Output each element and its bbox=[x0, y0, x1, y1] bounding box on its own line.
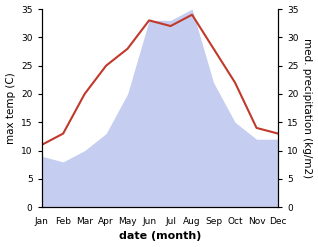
Y-axis label: med. precipitation (kg/m2): med. precipitation (kg/m2) bbox=[302, 38, 313, 178]
Y-axis label: max temp (C): max temp (C) bbox=[5, 72, 16, 144]
X-axis label: date (month): date (month) bbox=[119, 231, 201, 242]
